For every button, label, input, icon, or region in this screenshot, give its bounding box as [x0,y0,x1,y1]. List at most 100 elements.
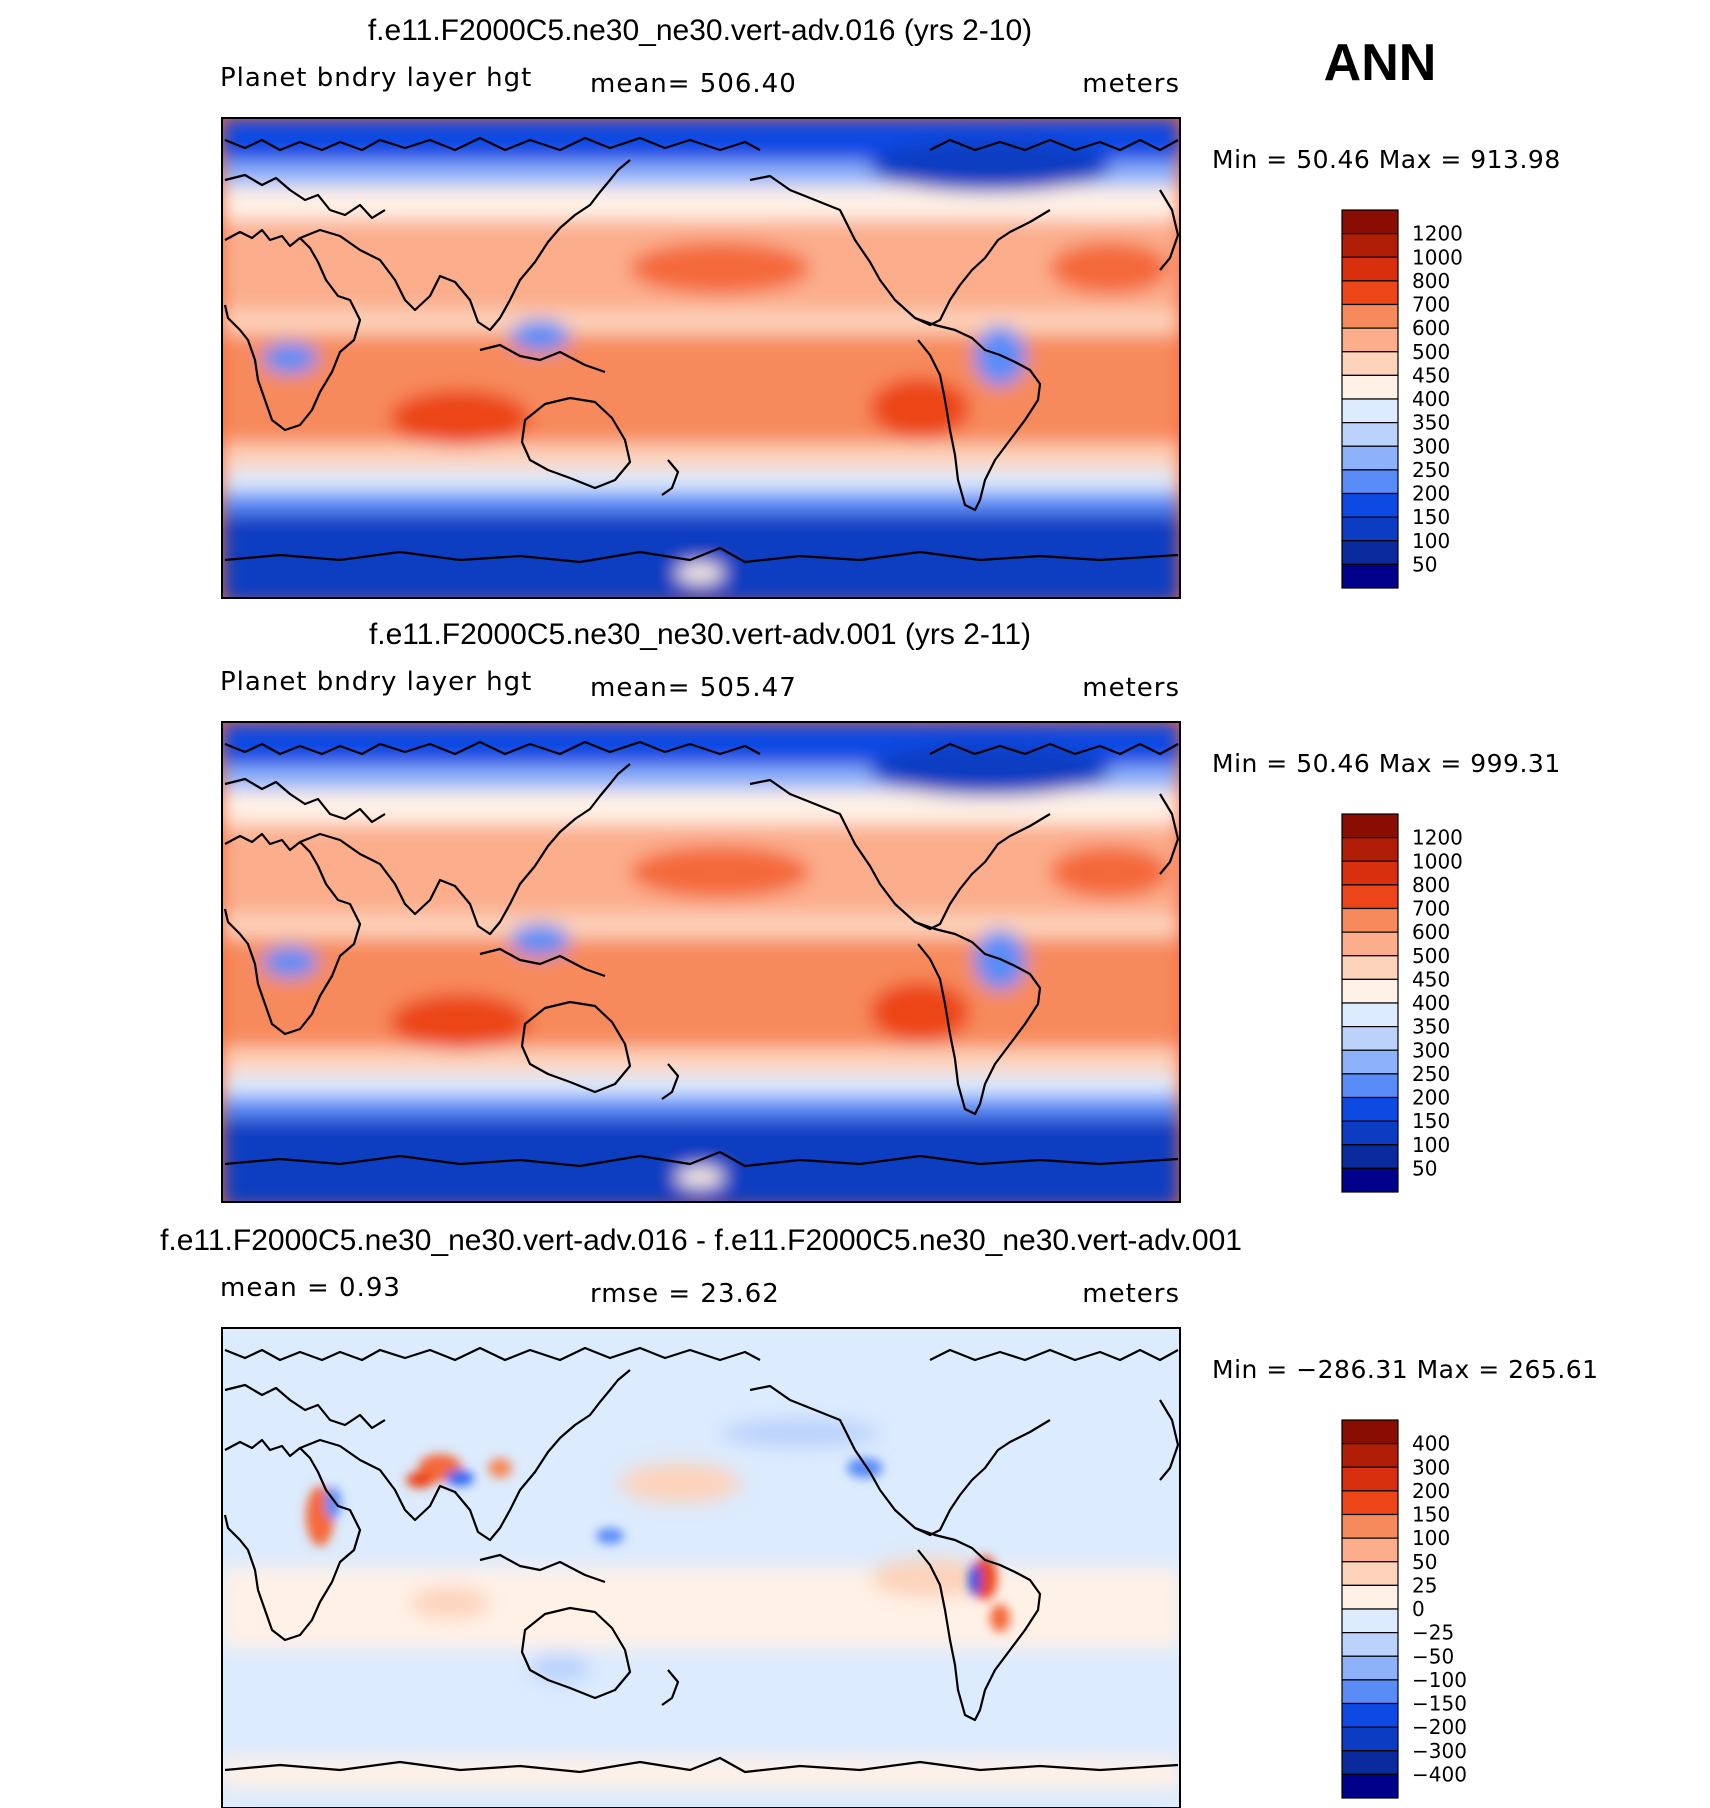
panel-left-label: mean = 0.93 [220,1273,401,1303]
map-panel [221,117,1181,599]
panel-3: f.e11.F2000C5.ne30_ne30.vert-adv.016 - f… [160,1224,1599,1808]
colorbar-box [1341,492,1399,518]
colorbar-tick: 400 [1412,1432,1450,1456]
panel-title: f.e11.F2000C5.ne30_ne30.vert-adv.001 (yr… [369,618,1031,651]
colorbar-box [1341,884,1399,910]
colorbar-tick: 250 [1412,1062,1450,1086]
map-frame [221,1327,1181,1808]
colorbar-box [1341,1513,1399,1539]
panel-center-label: rmse = 23.62 [590,1279,780,1309]
colorbar-tick: 450 [1412,363,1450,387]
colorbar-box [1341,469,1399,495]
panel-title: f.e11.F2000C5.ne30_ne30.vert-adv.016 (yr… [368,14,1032,47]
colorbar-tick: 350 [1412,1015,1450,1039]
colorbar-box [1341,1466,1399,1492]
season-label: ANN [1324,34,1437,92]
colorbar-tick: 400 [1412,387,1450,411]
colorbar-box [1341,233,1399,258]
panel-2: f.e11.F2000C5.ne30_ne30.vert-adv.001 (yr… [220,618,1560,1203]
panel-left-label: Planet bndry layer hgt [220,667,532,697]
field [222,118,1180,598]
colorbar-box [1341,860,1399,886]
colorbar-tick: 700 [1412,293,1450,317]
colorbar-box [1341,1443,1399,1468]
colorbar-tick: 1000 [1412,849,1463,873]
colorbar-box [1341,1702,1399,1728]
colorbar-tick: 500 [1412,944,1450,968]
colorbar-box [1341,1490,1399,1516]
map-panel [221,1327,1181,1808]
colorbar-tick: 600 [1412,316,1450,340]
panel-units: meters [1082,69,1180,99]
colorbar-tick: −150 [1412,1692,1467,1716]
colorbar-box [1341,280,1399,306]
colorbar-box [1341,374,1399,400]
colorbar-box [1341,1144,1399,1169]
colorbar-box [1341,1726,1399,1752]
colorbar-box [1341,1773,1399,1799]
colorbar-tick: −400 [1412,1762,1467,1786]
colorbar-box [1341,1584,1399,1610]
colorbar-tick: 800 [1412,873,1450,897]
colorbar-tick: 50 [1412,1156,1437,1180]
colorbar-box [1341,422,1399,447]
panel-center-label: mean= 505.47 [590,673,797,703]
colorbar-box [1341,351,1399,376]
colorbar-tick: 600 [1412,920,1450,944]
map-panel [221,721,1181,1203]
colorbar-tick: 150 [1412,1109,1450,1133]
panel-center-label: mean= 506.40 [590,69,797,99]
field [222,722,1180,1202]
colorbar-tick: −300 [1412,1739,1467,1763]
panel-units: meters [1082,1279,1180,1309]
colorbar-tick: 300 [1412,434,1450,458]
colorbar-tick: 1000 [1412,245,1463,269]
colorbar-tick: 800 [1412,269,1450,293]
colorbar-box [1341,1537,1399,1563]
colorbar-tick: 100 [1412,1133,1450,1157]
colorbar-tick: −100 [1412,1668,1467,1692]
colorbar-box [1341,445,1399,471]
colorbar-tick: 50 [1412,552,1437,576]
colorbar-tick: 150 [1412,505,1450,529]
colorbar-box [1341,327,1399,353]
colorbar-tick: 250 [1412,458,1450,482]
colorbar-box [1341,516,1399,542]
colorbar-box [1341,1561,1399,1586]
colorbar-tick: 350 [1412,411,1450,435]
panels: f.e11.F2000C5.ne30_ne30.vert-adv.016 (yr… [160,14,1599,1808]
colorbar-tick: 100 [1412,1526,1450,1550]
colorbar-tick: 300 [1412,1455,1450,1479]
colorbar-box [1341,978,1399,1004]
colorbar: 40030020015010050250−25−50−100−150−200−3… [1341,1419,1467,1799]
colorbar-tick: 0 [1412,1597,1425,1621]
colorbar-tick: 200 [1412,1086,1450,1110]
colorbar-tick: 1200 [1412,826,1463,850]
colorbar-tick: 1200 [1412,222,1463,246]
map-frame [221,721,1181,1203]
colorbar-tick: 200 [1412,482,1450,506]
panel-minmax: Min = 50.46 Max = 913.98 [1212,145,1561,174]
panel-left-label: Planet bndry layer hgt [220,63,532,93]
colorbar-tick: 50 [1412,1550,1437,1574]
panel-1: f.e11.F2000C5.ne30_ne30.vert-adv.016 (yr… [220,14,1561,599]
colorbar-box [1341,563,1399,589]
colorbar-tick: 200 [1412,1479,1450,1503]
panel-minmax: Min = −286.31 Max = 265.61 [1212,1355,1599,1384]
colorbar-box [1341,1632,1399,1657]
colorbar-tick: 700 [1412,897,1450,921]
colorbar-box [1341,256,1399,282]
colorbar-box [1341,209,1399,235]
colorbar-box [1341,1096,1399,1122]
colorbar-tick: 100 [1412,529,1450,553]
colorbar-box [1341,1120,1399,1146]
colorbar-box [1341,398,1399,424]
colorbar-box [1341,1419,1399,1445]
colorbar-tick: 300 [1412,1038,1450,1062]
colorbar-box [1341,813,1399,839]
colorbar-box [1341,1750,1399,1775]
colorbar-box [1341,837,1399,862]
colorbar-box [1341,303,1399,329]
field [222,1328,1180,1808]
